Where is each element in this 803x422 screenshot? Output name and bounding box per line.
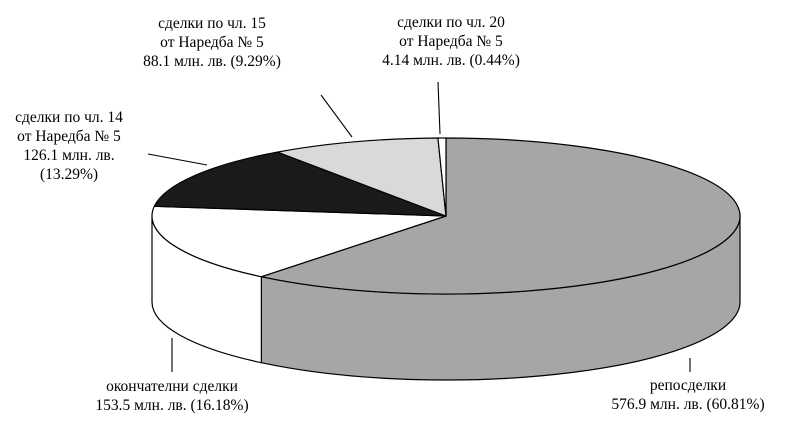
slice-label-art20: сделки по чл. 20 от Наредба № 5 4.14 млн. … [382, 14, 520, 69]
pie-slice-final [151, 205, 447, 278]
pie-slice-art20 [437, 137, 447, 217]
slice-label-line: 4.14 млн. лв. (0.44%) [382, 52, 520, 69]
pie-slice-repo [260, 137, 741, 295]
slice-label-line: сделки по чл. 20 [397, 14, 505, 31]
leader-line-art20 [437, 81, 441, 135]
slice-label-line: 576.9 млн. лв. (60.81%) [611, 396, 764, 413]
slice-label-line: от Наредба № 5 [399, 33, 503, 50]
slice-label-line: сделки по чл. 15 [158, 15, 266, 32]
slice-label-line: от Наредба № 5 [160, 34, 264, 51]
slice-label-line: 153.5 млн. лв. (16.18%) [95, 397, 248, 414]
pie-slice-art14 [153, 151, 447, 217]
slice-label-line: от Наредба № 5 [17, 128, 121, 145]
slice-label-art14: сделки по чл. 14 от Наредба № 5 126.1 млн.… [15, 109, 123, 183]
slice-labels: репосделки 576.9 млн. лв. (60.81%) окончат… [15, 14, 765, 414]
slice-label-line: окончателни сделки [106, 378, 238, 395]
slice-label-line: 126.1 млн. лв. [23, 147, 114, 164]
slice-label-line: репосделки [650, 377, 726, 394]
leader-line-art15 [320, 94, 353, 138]
slice-label-line: сделки по чл. 14 [15, 109, 123, 126]
leader-lines [147, 81, 691, 372]
slice-label-art15: сделки по чл. 15 от Наредба № 5 88.1 млн. … [143, 15, 281, 70]
leader-line-art14 [147, 153, 208, 166]
pie-top [151, 137, 741, 295]
slice-label-line: (13.29%) [40, 166, 98, 183]
slice-label-line: 88.1 млн. лв. (9.29%) [143, 53, 281, 70]
slice-label-repo: репосделки 576.9 млн. лв. (60.81%) [611, 377, 764, 413]
pie-slice-art15 [276, 137, 447, 217]
slice-label-final: окончателни сделки 153.5 млн. лв. (16.18%… [95, 378, 248, 414]
